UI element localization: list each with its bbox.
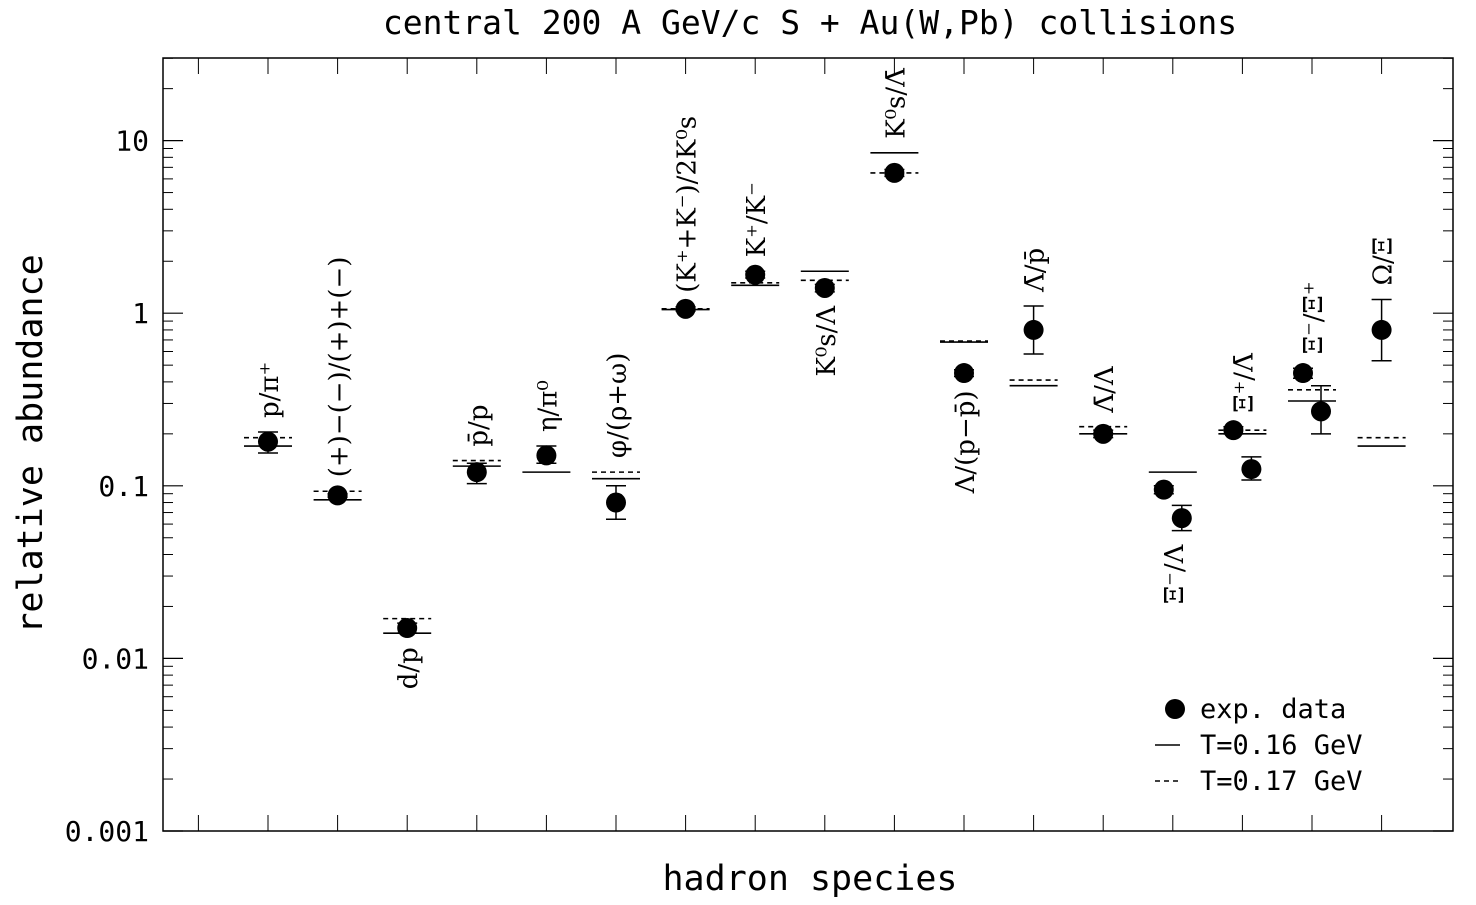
x-axis-label: hadron species xyxy=(662,859,957,899)
ratio-label: η/π⁰ xyxy=(533,380,563,432)
ratio-label: Ω/Ξ xyxy=(1369,237,1399,286)
legend: exp. data T=0.16 GeV T=0.17 GeV xyxy=(1155,694,1363,797)
ratio-label: Ξ⁺/Λ̄ xyxy=(1229,352,1259,413)
ratio-label: Ξ⁻/Ξ⁺ xyxy=(1299,281,1329,354)
ratio-label: p̄/p xyxy=(464,405,494,447)
data-point xyxy=(536,445,557,466)
data-point xyxy=(1171,508,1192,529)
legend-label: T=0.17 GeV xyxy=(1200,766,1363,797)
ratio-label: K⁺/K⁻ xyxy=(742,182,772,257)
data-point xyxy=(814,277,835,298)
legend-label: exp. data xyxy=(1200,694,1346,725)
ratio-label: K⁰s/Λ̄ xyxy=(881,67,911,139)
data-point xyxy=(1293,363,1313,384)
y-tick-labels: 0.001 0.01 0.1 1 10 xyxy=(65,125,149,848)
ratio-label: p/π⁺ xyxy=(255,362,285,418)
y-tick-label: 10 xyxy=(115,125,149,158)
axis-ticks xyxy=(163,57,1453,832)
ratio-label: Λ/(p−p̄) xyxy=(951,390,981,494)
data-point xyxy=(1153,479,1174,500)
data-point xyxy=(1241,459,1262,480)
data-point xyxy=(397,618,418,639)
y-tick-label: 0.01 xyxy=(82,642,149,675)
ratio-label: φ/(ρ+ω) xyxy=(603,353,633,459)
y-tick-label: 1 xyxy=(132,297,149,330)
ratio-label: K⁰s/Λ xyxy=(812,305,842,377)
legend-data-marker xyxy=(1165,699,1185,719)
data-point xyxy=(884,162,905,183)
ratio-label: d/p xyxy=(394,647,424,689)
data-point xyxy=(1023,319,1044,340)
ratio-label: (+)−(−)/(+)+(−) xyxy=(325,257,355,478)
ratio-labels: p/π⁺ (+)−(−)/(+)+(−) d/p p̄/p η/π⁰ φ/(ρ+ω) (K⁺… xyxy=(255,67,1399,689)
data-point xyxy=(606,492,626,513)
data-point xyxy=(1223,420,1244,441)
data-point xyxy=(1311,401,1331,422)
plot-frame xyxy=(162,57,1454,832)
legend-label: T=0.16 GeV xyxy=(1200,730,1363,761)
data-point xyxy=(327,485,348,506)
data-point xyxy=(745,264,766,285)
ratio-label: Λ̄/Λ xyxy=(1090,365,1120,414)
data-point xyxy=(1093,423,1114,444)
chart-title: central 200 A GeV/c S + Au(W,Pb) collisi… xyxy=(383,3,1237,42)
y-axis-label: relative abundance xyxy=(11,254,51,633)
data-point xyxy=(1371,319,1392,340)
data-point xyxy=(675,298,696,319)
y-tick-label: 0.001 xyxy=(65,815,149,848)
ratio-label: Ξ⁻/Λ xyxy=(1160,543,1190,604)
data-point xyxy=(954,363,974,384)
data-marks xyxy=(244,151,1406,639)
data-point xyxy=(466,462,487,483)
ratio-label: Λ̄/p̄ xyxy=(1021,248,1051,293)
data-point xyxy=(258,431,278,452)
ratio-label: (K⁺+K⁻)/2K⁰s xyxy=(673,116,703,293)
y-tick-label: 0.1 xyxy=(98,470,149,503)
